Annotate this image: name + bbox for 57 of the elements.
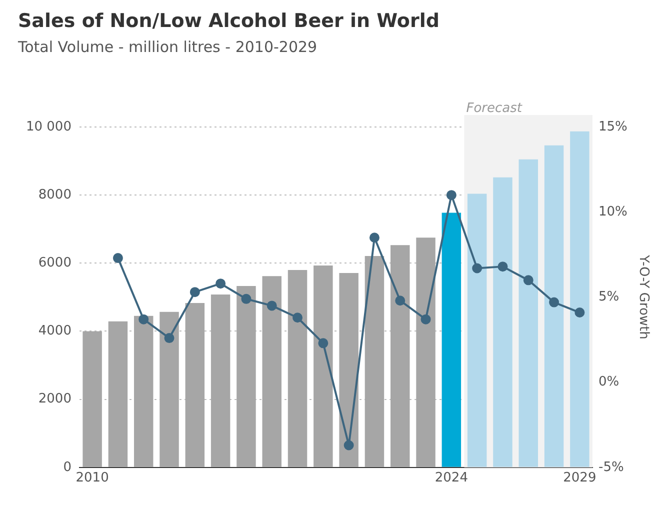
point — [420, 314, 431, 324]
point — [292, 312, 303, 323]
y2-tick-label: -5% — [598, 460, 624, 475]
bar — [544, 145, 564, 467]
point — [523, 275, 534, 286]
y2-axis-title: Y-O-Y Growth — [636, 254, 651, 340]
y-tick-label: 0 — [63, 460, 72, 475]
x-tick-label: 2010 — [76, 470, 109, 486]
bar — [236, 286, 256, 467]
point — [318, 338, 328, 348]
bar — [339, 273, 358, 467]
point — [446, 190, 456, 200]
point — [138, 314, 149, 324]
point — [190, 287, 200, 298]
y2-tick-label: 5% — [598, 290, 620, 305]
bar — [467, 194, 487, 467]
y-tick-label: 2000 — [38, 392, 72, 407]
bar — [493, 177, 512, 467]
point — [498, 262, 508, 272]
bar — [134, 316, 154, 467]
point — [112, 253, 123, 264]
bar — [262, 276, 282, 467]
point — [369, 232, 380, 243]
bar — [82, 331, 102, 467]
x-tick-label: 2029 — [563, 470, 596, 486]
point — [472, 263, 482, 274]
point — [216, 278, 226, 289]
y-tick-label: 10 000 — [26, 119, 72, 134]
bar — [390, 245, 410, 467]
point — [395, 296, 406, 306]
bar — [185, 302, 205, 467]
point — [266, 300, 277, 311]
point — [549, 297, 560, 308]
point — [344, 440, 354, 450]
point — [241, 294, 252, 304]
point — [574, 308, 585, 318]
y-tick-label: 8000 — [38, 187, 72, 202]
y-tick-label: 4000 — [38, 324, 72, 339]
band-label: Forecast — [466, 100, 523, 116]
bar — [570, 131, 590, 467]
bar — [518, 159, 538, 467]
y2-tick-label: 15% — [598, 119, 628, 134]
bar — [416, 238, 436, 467]
y-tick-label: 6000 — [38, 256, 72, 271]
bar — [108, 321, 128, 467]
bar — [288, 270, 308, 467]
chart-title: Sales of Non/Low Alcohol Beer in World — [18, 10, 440, 32]
bar — [314, 266, 333, 467]
bar — [442, 212, 462, 467]
x-tick-label: 2024 — [434, 470, 468, 486]
y2-tick-label: 10% — [598, 204, 628, 220]
point — [164, 333, 174, 344]
bar — [210, 294, 230, 467]
bar — [364, 256, 384, 467]
y2-tick-label: 0% — [598, 374, 620, 390]
chart-subtitle: Total Volume - million litres - 2010-2029 — [18, 38, 318, 56]
bar — [160, 312, 179, 467]
